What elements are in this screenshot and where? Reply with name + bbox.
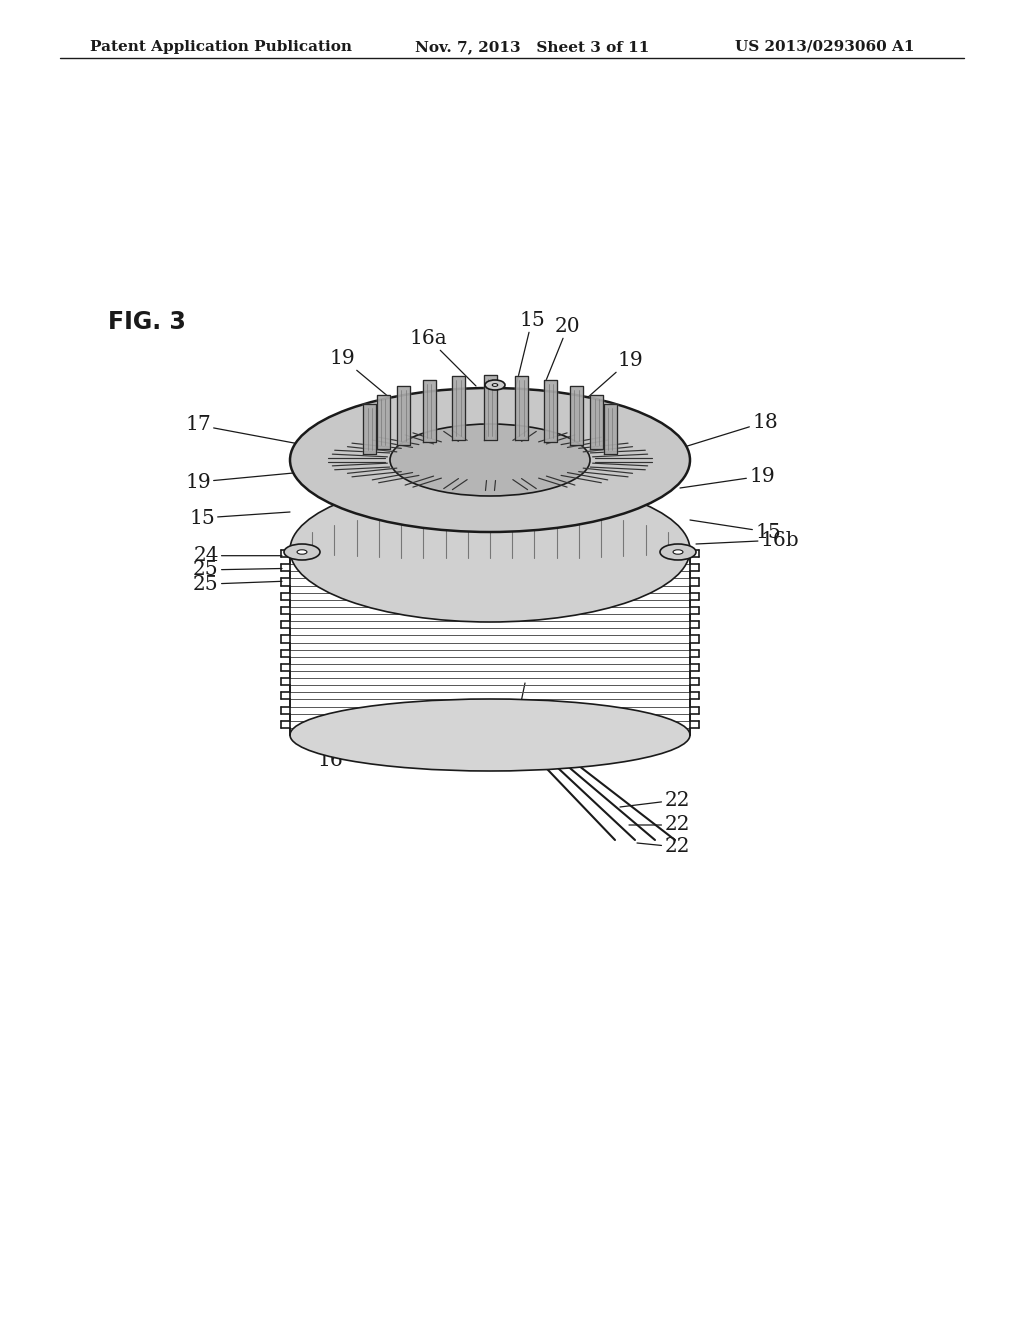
Polygon shape <box>570 387 583 445</box>
Text: 19: 19 <box>329 348 402 408</box>
Text: 17: 17 <box>185 416 310 446</box>
Text: FIG. 3: FIG. 3 <box>108 310 186 334</box>
Polygon shape <box>364 404 376 454</box>
Polygon shape <box>604 404 616 454</box>
Polygon shape <box>397 387 410 445</box>
Text: 25: 25 <box>194 561 282 579</box>
Text: 18: 18 <box>668 412 778 451</box>
Text: Nov. 7, 2013   Sheet 3 of 11: Nov. 7, 2013 Sheet 3 of 11 <box>415 40 649 54</box>
Ellipse shape <box>485 380 505 389</box>
Text: 19: 19 <box>578 351 643 407</box>
Polygon shape <box>590 395 603 449</box>
Text: 19: 19 <box>680 466 775 488</box>
Text: 22: 22 <box>620 791 690 809</box>
Ellipse shape <box>290 388 690 532</box>
Polygon shape <box>377 395 390 449</box>
Text: 24: 24 <box>194 546 282 565</box>
Text: 16: 16 <box>317 705 425 770</box>
Text: 16b: 16b <box>696 531 800 549</box>
Polygon shape <box>545 380 557 442</box>
Text: 25: 25 <box>194 574 282 594</box>
Text: 23: 23 <box>496 682 525 775</box>
Text: 15: 15 <box>189 508 290 528</box>
Ellipse shape <box>493 384 498 387</box>
Ellipse shape <box>290 513 690 586</box>
Ellipse shape <box>290 700 690 771</box>
Text: 22: 22 <box>629 816 690 834</box>
Text: 20: 20 <box>545 317 581 383</box>
Text: 15: 15 <box>690 520 781 541</box>
Text: 16a: 16a <box>410 329 476 385</box>
Polygon shape <box>452 376 465 441</box>
Text: Patent Application Publication: Patent Application Publication <box>90 40 352 54</box>
Ellipse shape <box>290 478 690 622</box>
Ellipse shape <box>673 550 683 554</box>
Text: 19: 19 <box>185 473 304 491</box>
Ellipse shape <box>390 424 590 496</box>
Polygon shape <box>423 380 435 442</box>
Polygon shape <box>483 375 497 440</box>
Text: 15: 15 <box>515 310 545 389</box>
Ellipse shape <box>297 550 307 554</box>
Polygon shape <box>515 376 528 441</box>
Text: 22: 22 <box>637 837 690 857</box>
Text: US 2013/0293060 A1: US 2013/0293060 A1 <box>735 40 914 54</box>
Ellipse shape <box>660 544 696 560</box>
Ellipse shape <box>284 544 319 560</box>
